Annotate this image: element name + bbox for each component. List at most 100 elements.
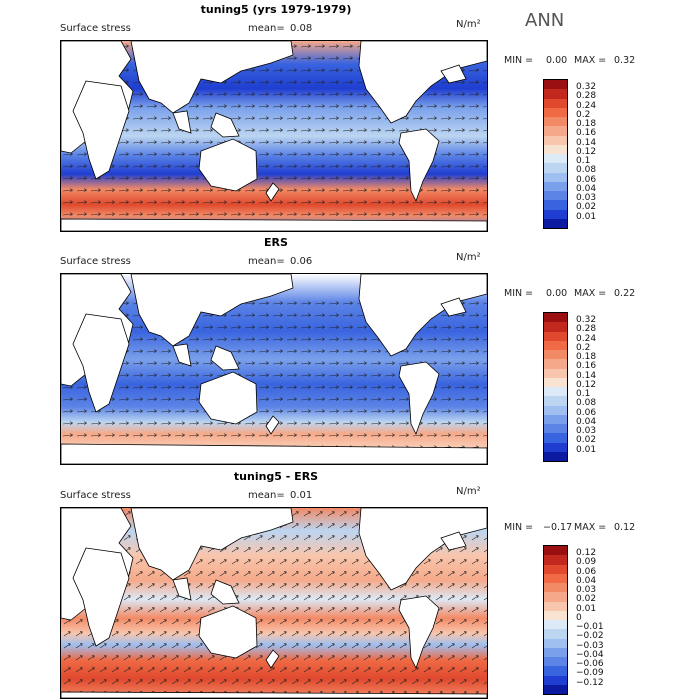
mean-value-diff: 0.01 bbox=[290, 490, 313, 501]
colorbar-swatch bbox=[544, 610, 567, 620]
colorbar-level-label: 0.32 bbox=[576, 82, 597, 92]
min-value-obs: 0.00 bbox=[546, 288, 568, 299]
mean-label-obs: mean= bbox=[248, 256, 285, 267]
min-value-model: 0.00 bbox=[546, 55, 568, 66]
max-value-diff: 0.12 bbox=[614, 522, 636, 533]
colorbar-level-label: 0.06 bbox=[576, 174, 597, 185]
colorbar-swatch bbox=[544, 368, 567, 378]
colorbar-level-label: −0.09 bbox=[576, 668, 604, 679]
min-label-obs: MIN = bbox=[504, 288, 534, 299]
colorbar-level-label: 0.04 bbox=[576, 183, 597, 194]
map-panel-diff bbox=[60, 507, 488, 699]
colorbar-swatch bbox=[544, 620, 567, 630]
variable-label-model: Surface stress bbox=[60, 23, 131, 34]
colorbar-swatch bbox=[544, 666, 567, 676]
colorbar-level-label: −0.12 bbox=[576, 677, 604, 688]
colorbar-swatch bbox=[544, 331, 567, 341]
colorbar-level-label: 0.2 bbox=[576, 342, 591, 353]
colorbar-swatch bbox=[544, 163, 567, 173]
colorbar-swatch bbox=[544, 80, 567, 90]
max-value-model: 0.32 bbox=[614, 55, 636, 66]
colorbar-level-label: 0.14 bbox=[576, 370, 597, 381]
colorbar-swatch bbox=[544, 387, 567, 397]
colorbar-swatch bbox=[544, 573, 567, 583]
max-label-diff: MAX = bbox=[574, 522, 607, 533]
mean-value-model: 0.08 bbox=[290, 23, 313, 34]
colorbar-swatch bbox=[544, 350, 567, 360]
colorbar-swatch bbox=[544, 377, 567, 387]
colorbar-level-label: −0.03 bbox=[576, 640, 604, 651]
colorbar-swatch bbox=[544, 564, 567, 574]
colorbar-swatch bbox=[544, 424, 567, 434]
colorbar-swatch bbox=[544, 89, 567, 99]
colorbar-swatch bbox=[544, 629, 567, 639]
colorbar-level-label: 0.01 bbox=[576, 211, 597, 222]
colorbar-obs bbox=[543, 312, 568, 462]
colorbar-swatch bbox=[544, 181, 567, 191]
colorbar-level-label: 0.09 bbox=[576, 557, 597, 568]
colorbar-level-label: 0.06 bbox=[576, 407, 597, 418]
colorbar-level-label: 0.06 bbox=[576, 566, 597, 577]
max-label-model: MAX = bbox=[574, 55, 607, 66]
colorbar-level-label: 0.02 bbox=[576, 435, 597, 446]
max-value-obs: 0.22 bbox=[614, 288, 636, 299]
colorbar-level-label: 0.04 bbox=[576, 416, 597, 427]
colorbar-level-label: 0.02 bbox=[576, 202, 597, 213]
colorbar-level-label: −0.04 bbox=[576, 649, 604, 660]
colorbar-swatch bbox=[544, 451, 567, 461]
units-label-diff: N/m² bbox=[456, 486, 481, 497]
colorbar-level-label: 0.2 bbox=[576, 109, 591, 120]
colorbar-swatch bbox=[544, 638, 567, 648]
colorbar-level-label: −0.06 bbox=[576, 659, 604, 669]
variable-label-diff: Surface stress bbox=[60, 490, 131, 501]
colorbar-swatch bbox=[544, 135, 567, 145]
mean-label-model: mean= bbox=[248, 23, 285, 34]
colorbar-level-label: 0.03 bbox=[576, 193, 597, 203]
colorbar-level-label: 0.02 bbox=[576, 594, 597, 605]
units-label-obs: N/m² bbox=[456, 252, 481, 263]
colorbar-level-label: 0.01 bbox=[576, 444, 597, 455]
colorbar-swatch bbox=[544, 433, 567, 443]
colorbar-level-label: 0.24 bbox=[576, 100, 597, 111]
colorbar-swatch bbox=[544, 359, 567, 369]
colorbar-level-label: 0.16 bbox=[576, 128, 597, 139]
colorbar-level-label: −0.01 bbox=[576, 622, 604, 632]
panel-title-model: tuning5 (yrs 1979-1979) bbox=[200, 3, 352, 16]
colorbar-swatch bbox=[544, 442, 567, 452]
units-label-model: N/m² bbox=[456, 19, 481, 30]
colorbar-level-label: 0.03 bbox=[576, 585, 597, 595]
colorbar-level-label: 0.14 bbox=[576, 137, 597, 148]
colorbar-labels-model: 0.32 0.28 0.24 0.2 0.18 0.16 0.14 0.12 0.1 0.08 0.… bbox=[576, 82, 636, 222]
colorbar-level-label: 0.12 bbox=[576, 548, 597, 558]
colorbar-level-label: 0.01 bbox=[576, 603, 597, 614]
colorbar-diff bbox=[543, 545, 568, 695]
colorbar-swatch bbox=[544, 555, 567, 565]
colorbar-swatch bbox=[544, 647, 567, 657]
colorbar-swatch bbox=[544, 191, 567, 201]
colorbar-swatch bbox=[544, 546, 567, 556]
map-svg-model bbox=[61, 41, 487, 231]
colorbar-swatch bbox=[544, 144, 567, 154]
colorbar-swatch bbox=[544, 340, 567, 350]
colorbar-swatch bbox=[544, 209, 567, 219]
max-label-obs: MAX = bbox=[574, 288, 607, 299]
colorbar-swatch bbox=[544, 684, 567, 694]
variable-label-obs: Surface stress bbox=[60, 256, 131, 267]
colorbar-swatch bbox=[544, 675, 567, 685]
colorbar-level-label: 0.24 bbox=[576, 333, 597, 344]
colorbar-swatch bbox=[544, 405, 567, 415]
colorbar-level-label: 0.18 bbox=[576, 119, 597, 129]
map-panel-model bbox=[60, 40, 488, 232]
colorbar-swatch bbox=[544, 126, 567, 136]
min-label-model: MIN = bbox=[504, 55, 534, 66]
colorbar-level-label: 0.28 bbox=[576, 91, 597, 102]
colorbar-swatch bbox=[544, 414, 567, 424]
colorbar-level-label: 0.1 bbox=[576, 389, 591, 399]
colorbar-level-label: 0.16 bbox=[576, 361, 597, 372]
panel-title-obs: ERS bbox=[264, 236, 288, 249]
mean-value-obs: 0.06 bbox=[290, 256, 313, 267]
colorbar-model bbox=[543, 79, 568, 229]
colorbar-swatch bbox=[544, 322, 567, 332]
colorbar-labels-diff: 0.12 0.09 0.06 0.04 0.03 0.02 0.01 0 −0.01 −0.02−… bbox=[576, 548, 636, 688]
panel-title-diff: tuning5 - ERS bbox=[233, 470, 319, 483]
